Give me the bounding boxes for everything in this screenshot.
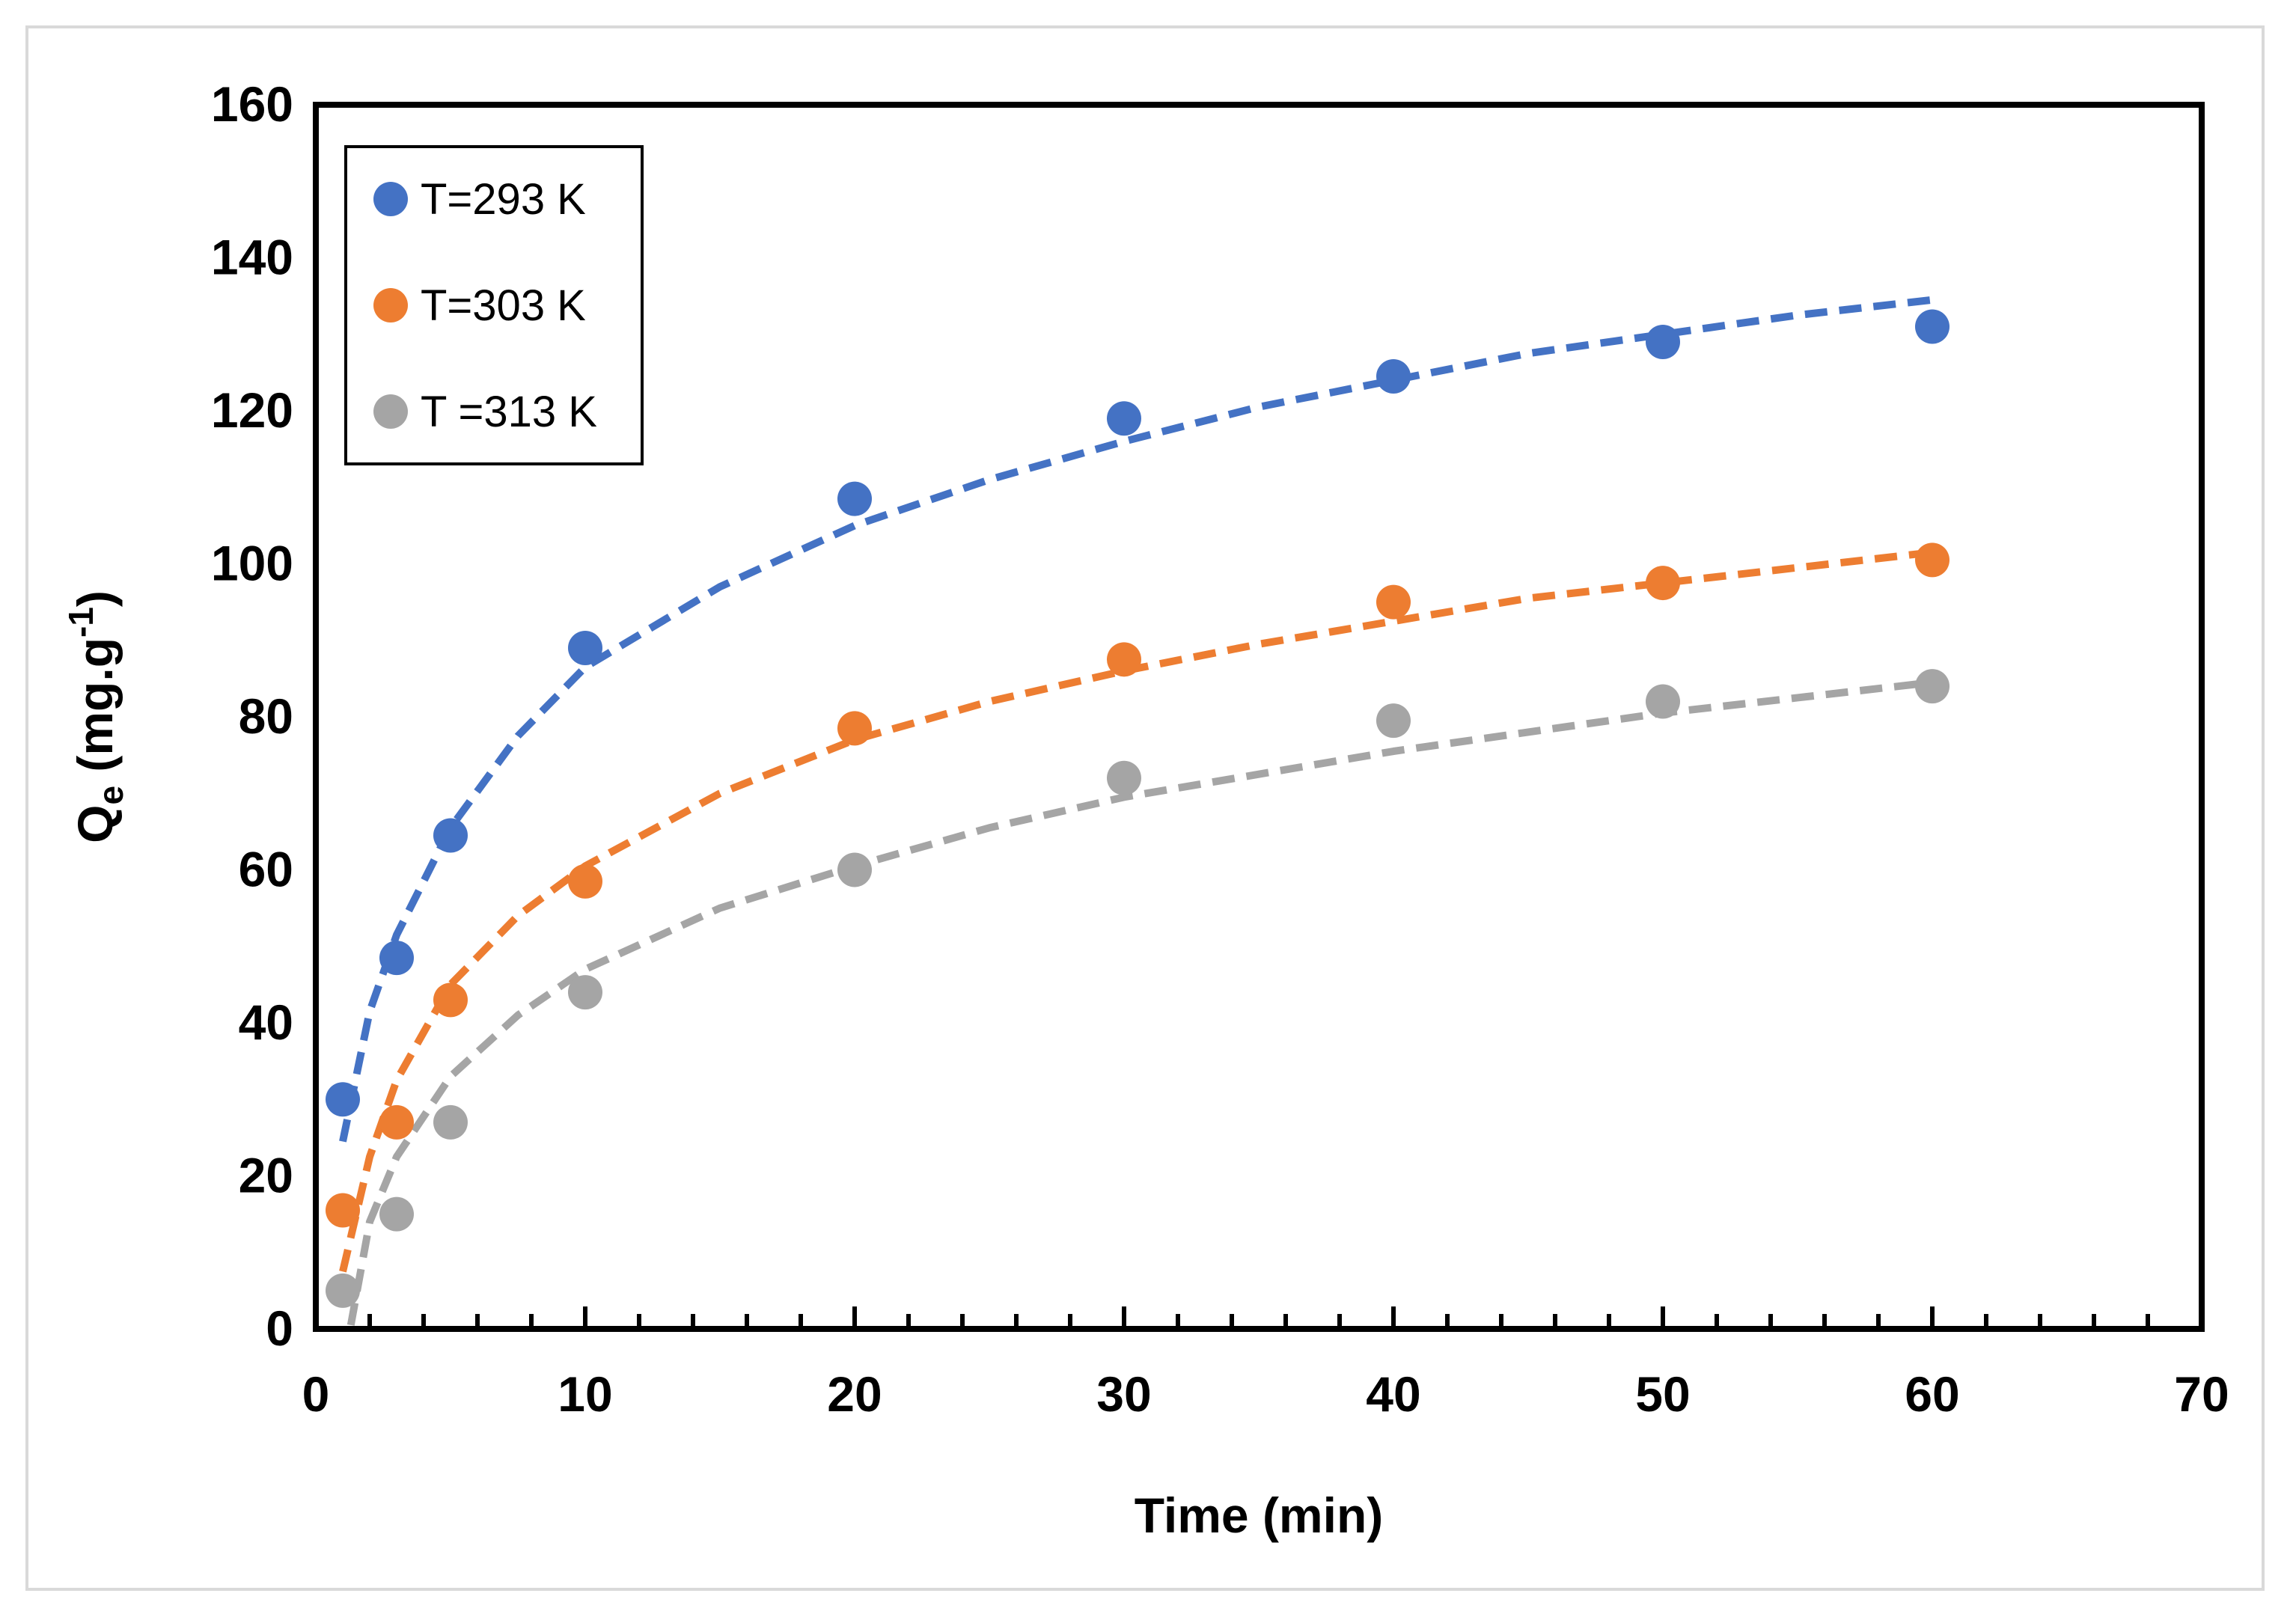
fit-lines [339,296,1933,1326]
axis-ticks [367,1306,2150,1329]
y-tick-label: 20 [239,1148,293,1203]
data-point-series-2 [326,1193,360,1228]
legend-marker [373,182,408,216]
data-point-series-1 [1376,358,1411,394]
data-point-series-3 [1915,669,1950,704]
y-axis-title-sub: e [91,786,130,805]
x-tick-label: 10 [558,1366,612,1422]
data-point-series-3 [433,1104,468,1140]
x-tick-label: 20 [827,1366,882,1422]
data-point-series-3 [1107,760,1141,795]
legend-marker [373,394,408,429]
data-point-series-2 [1646,566,1680,601]
y-tick-label: 100 [211,536,293,591]
y-tick-label: 0 [266,1300,293,1356]
svg-text:Qe (mg.g-1): Qe (mg.g-1) [61,590,130,843]
legend: T=293 K T=303 K T =313 K [344,145,644,465]
data-point-series-1 [379,941,414,976]
legend-marker [373,288,408,323]
data-point-series-1 [1646,324,1680,359]
fit-line-series-2 [339,548,1933,1273]
y-axis-title-prefix: (mg.g [67,638,123,786]
data-point-series-2 [568,863,602,899]
data-point-series-1 [1107,401,1141,436]
x-tick-label: 40 [1366,1366,1420,1422]
x-tick-label: 0 [302,1366,330,1422]
data-point-series-1 [837,481,872,516]
data-point-series-2 [379,1104,414,1140]
x-axis-title: Time (min) [1135,1488,1383,1543]
data-point-series-1 [326,1082,360,1117]
data-point-series-2 [837,711,872,746]
y-tick-label: 120 [211,382,293,438]
y-axis-title-main: Q [67,805,123,843]
y-tick-label: 60 [239,842,293,897]
data-point-series-3 [326,1273,360,1308]
data-points [326,309,1950,1308]
data-point-series-2 [1376,584,1411,620]
x-tick-label: 70 [2174,1366,2229,1422]
y-tick-label: 40 [239,994,293,1050]
data-point-series-2 [1107,642,1141,677]
x-tick-label: 50 [1635,1366,1690,1422]
y-tick-label: 160 [211,76,293,132]
legend-label: T =313 K [421,388,597,436]
tick-labels: 0 10 20 30 40 50 60 70 0 20 40 60 80 100 120 140 160 [211,76,2229,1422]
fit-line-series-3 [346,679,1933,1326]
y-tick-label: 80 [239,688,293,744]
data-point-series-3 [1376,703,1411,739]
y-tick-label: 140 [211,230,293,285]
plot-area-border [313,102,2205,1332]
data-point-series-3 [379,1196,414,1232]
data-point-series-1 [433,818,468,853]
data-point-series-1 [568,630,602,665]
y-axis-title-sup: -1 [61,607,100,638]
x-tick-label: 60 [1905,1366,1959,1422]
data-point-series-1 [1915,309,1950,344]
y-axis-title: Qe (mg.g-1) [61,590,130,843]
legend-label: T=293 K [421,175,586,224]
data-point-series-3 [568,975,602,1010]
y-axis-title-suffix: ) [67,590,123,607]
legend-label: T=303 K [421,281,586,330]
data-point-series-3 [1646,684,1680,719]
data-point-series-2 [1915,542,1950,578]
data-point-series-3 [837,852,872,887]
chart-frame [25,25,2265,1591]
data-point-series-2 [433,982,468,1018]
x-tick-label: 30 [1096,1366,1151,1422]
